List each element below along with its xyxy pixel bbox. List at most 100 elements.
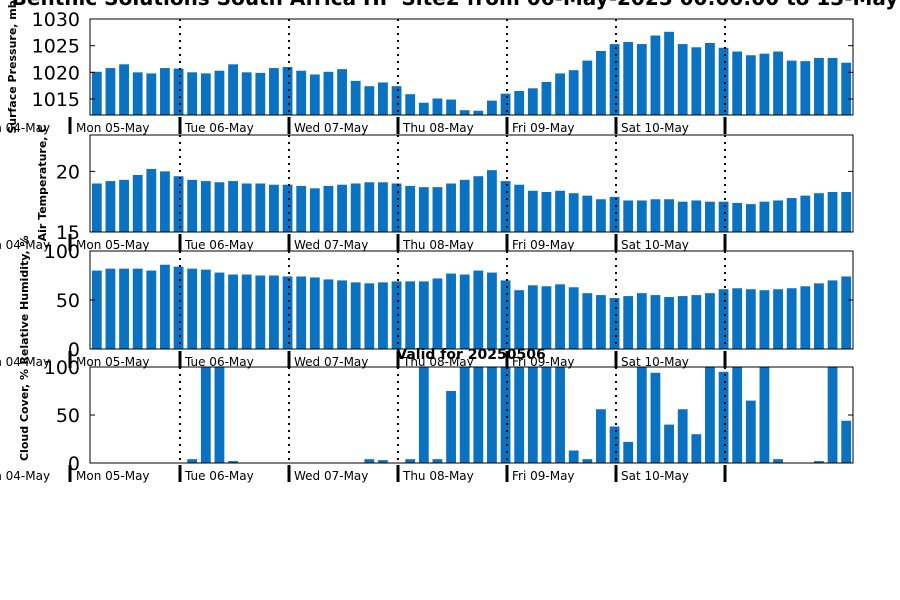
bar: [650, 199, 661, 232]
bar: [337, 280, 347, 349]
bar: [609, 196, 620, 232]
bar: [677, 201, 688, 232]
day-label: Tue 06-May: [184, 121, 254, 135]
bar: [582, 293, 593, 349]
bar: [827, 367, 838, 463]
bar: [527, 285, 538, 349]
bar: [91, 270, 102, 349]
bar: [228, 461, 238, 463]
bar: [473, 270, 484, 349]
bar: [677, 44, 688, 115]
bar: [636, 367, 647, 463]
bar: [664, 31, 674, 115]
bar: [173, 68, 184, 115]
day-label: Tue 06-May: [184, 469, 254, 483]
day-label: Fri 09-May: [512, 469, 575, 483]
bar: [296, 276, 307, 349]
bar: [309, 74, 320, 115]
bar: [378, 282, 388, 349]
bar: [773, 200, 783, 232]
bar: [255, 275, 266, 349]
bar: [173, 266, 184, 349]
bar: [623, 441, 634, 463]
bar: [187, 179, 198, 232]
bar: [214, 70, 225, 115]
bar: [596, 409, 606, 463]
bar: [269, 68, 279, 115]
bar: [160, 264, 170, 349]
bar: [568, 193, 579, 232]
bar: [514, 184, 525, 232]
bar: [555, 367, 565, 463]
bar: [446, 273, 456, 349]
bar: [241, 183, 252, 232]
bar: [241, 274, 252, 349]
bar: [500, 93, 511, 115]
y-tick-label: 20: [56, 161, 80, 183]
bar: [214, 272, 225, 349]
bar: [173, 176, 184, 232]
bar: [541, 191, 552, 232]
bar: [160, 171, 170, 233]
bar: [814, 193, 824, 232]
bar: [446, 99, 456, 115]
bar: [705, 43, 715, 115]
bar: [391, 281, 402, 349]
bar: [541, 286, 552, 349]
y-tick-label: 50: [56, 290, 80, 312]
bar: [691, 200, 702, 232]
bar: [473, 110, 484, 115]
bar: [732, 51, 743, 115]
y-tick-label: 50: [56, 405, 80, 427]
bar: [786, 198, 797, 232]
bar: [119, 64, 129, 115]
bar: [596, 199, 606, 232]
day-label: Sun 04-May: [0, 469, 50, 483]
bar: [732, 202, 743, 232]
bar: [378, 460, 388, 463]
bar: [200, 73, 211, 115]
bar: [432, 459, 443, 463]
bar: [214, 367, 225, 463]
bar: [609, 44, 620, 115]
bar: [841, 191, 852, 232]
bar: [786, 60, 797, 115]
bar: [650, 295, 661, 349]
bar: [228, 274, 238, 349]
y-tick-label: 1015: [32, 89, 80, 111]
day-label: Thu 08-May: [402, 121, 474, 135]
bar: [364, 182, 375, 232]
y-tick-label: 1025: [32, 36, 80, 58]
bar: [555, 73, 565, 115]
bar: [446, 391, 456, 463]
bar: [214, 182, 225, 232]
y-tick-label: 1030: [32, 9, 80, 31]
bar: [541, 81, 552, 115]
bar: [350, 282, 361, 349]
bar: [664, 424, 674, 463]
bar: [800, 61, 811, 115]
bar: [418, 102, 429, 115]
bar: [119, 179, 129, 232]
bar: [119, 268, 129, 349]
bar: [609, 298, 620, 349]
bar: [323, 185, 334, 232]
bar: [786, 288, 797, 349]
bar: [432, 98, 443, 115]
bar: [718, 289, 729, 349]
day-label: Sat 10-May: [621, 355, 689, 369]
bar: [487, 367, 497, 463]
bar: [473, 367, 484, 463]
bar: [664, 199, 674, 232]
day-label: Mon 05-May: [76, 238, 150, 252]
y-tick-label: 100: [44, 357, 80, 379]
day-label: Sun 04-May: [0, 355, 50, 369]
bar: [487, 100, 497, 115]
bar: [650, 372, 661, 463]
y-axis-label: Relative Humidity, %: [18, 235, 31, 364]
bar: [827, 57, 838, 115]
bar: [418, 367, 429, 463]
